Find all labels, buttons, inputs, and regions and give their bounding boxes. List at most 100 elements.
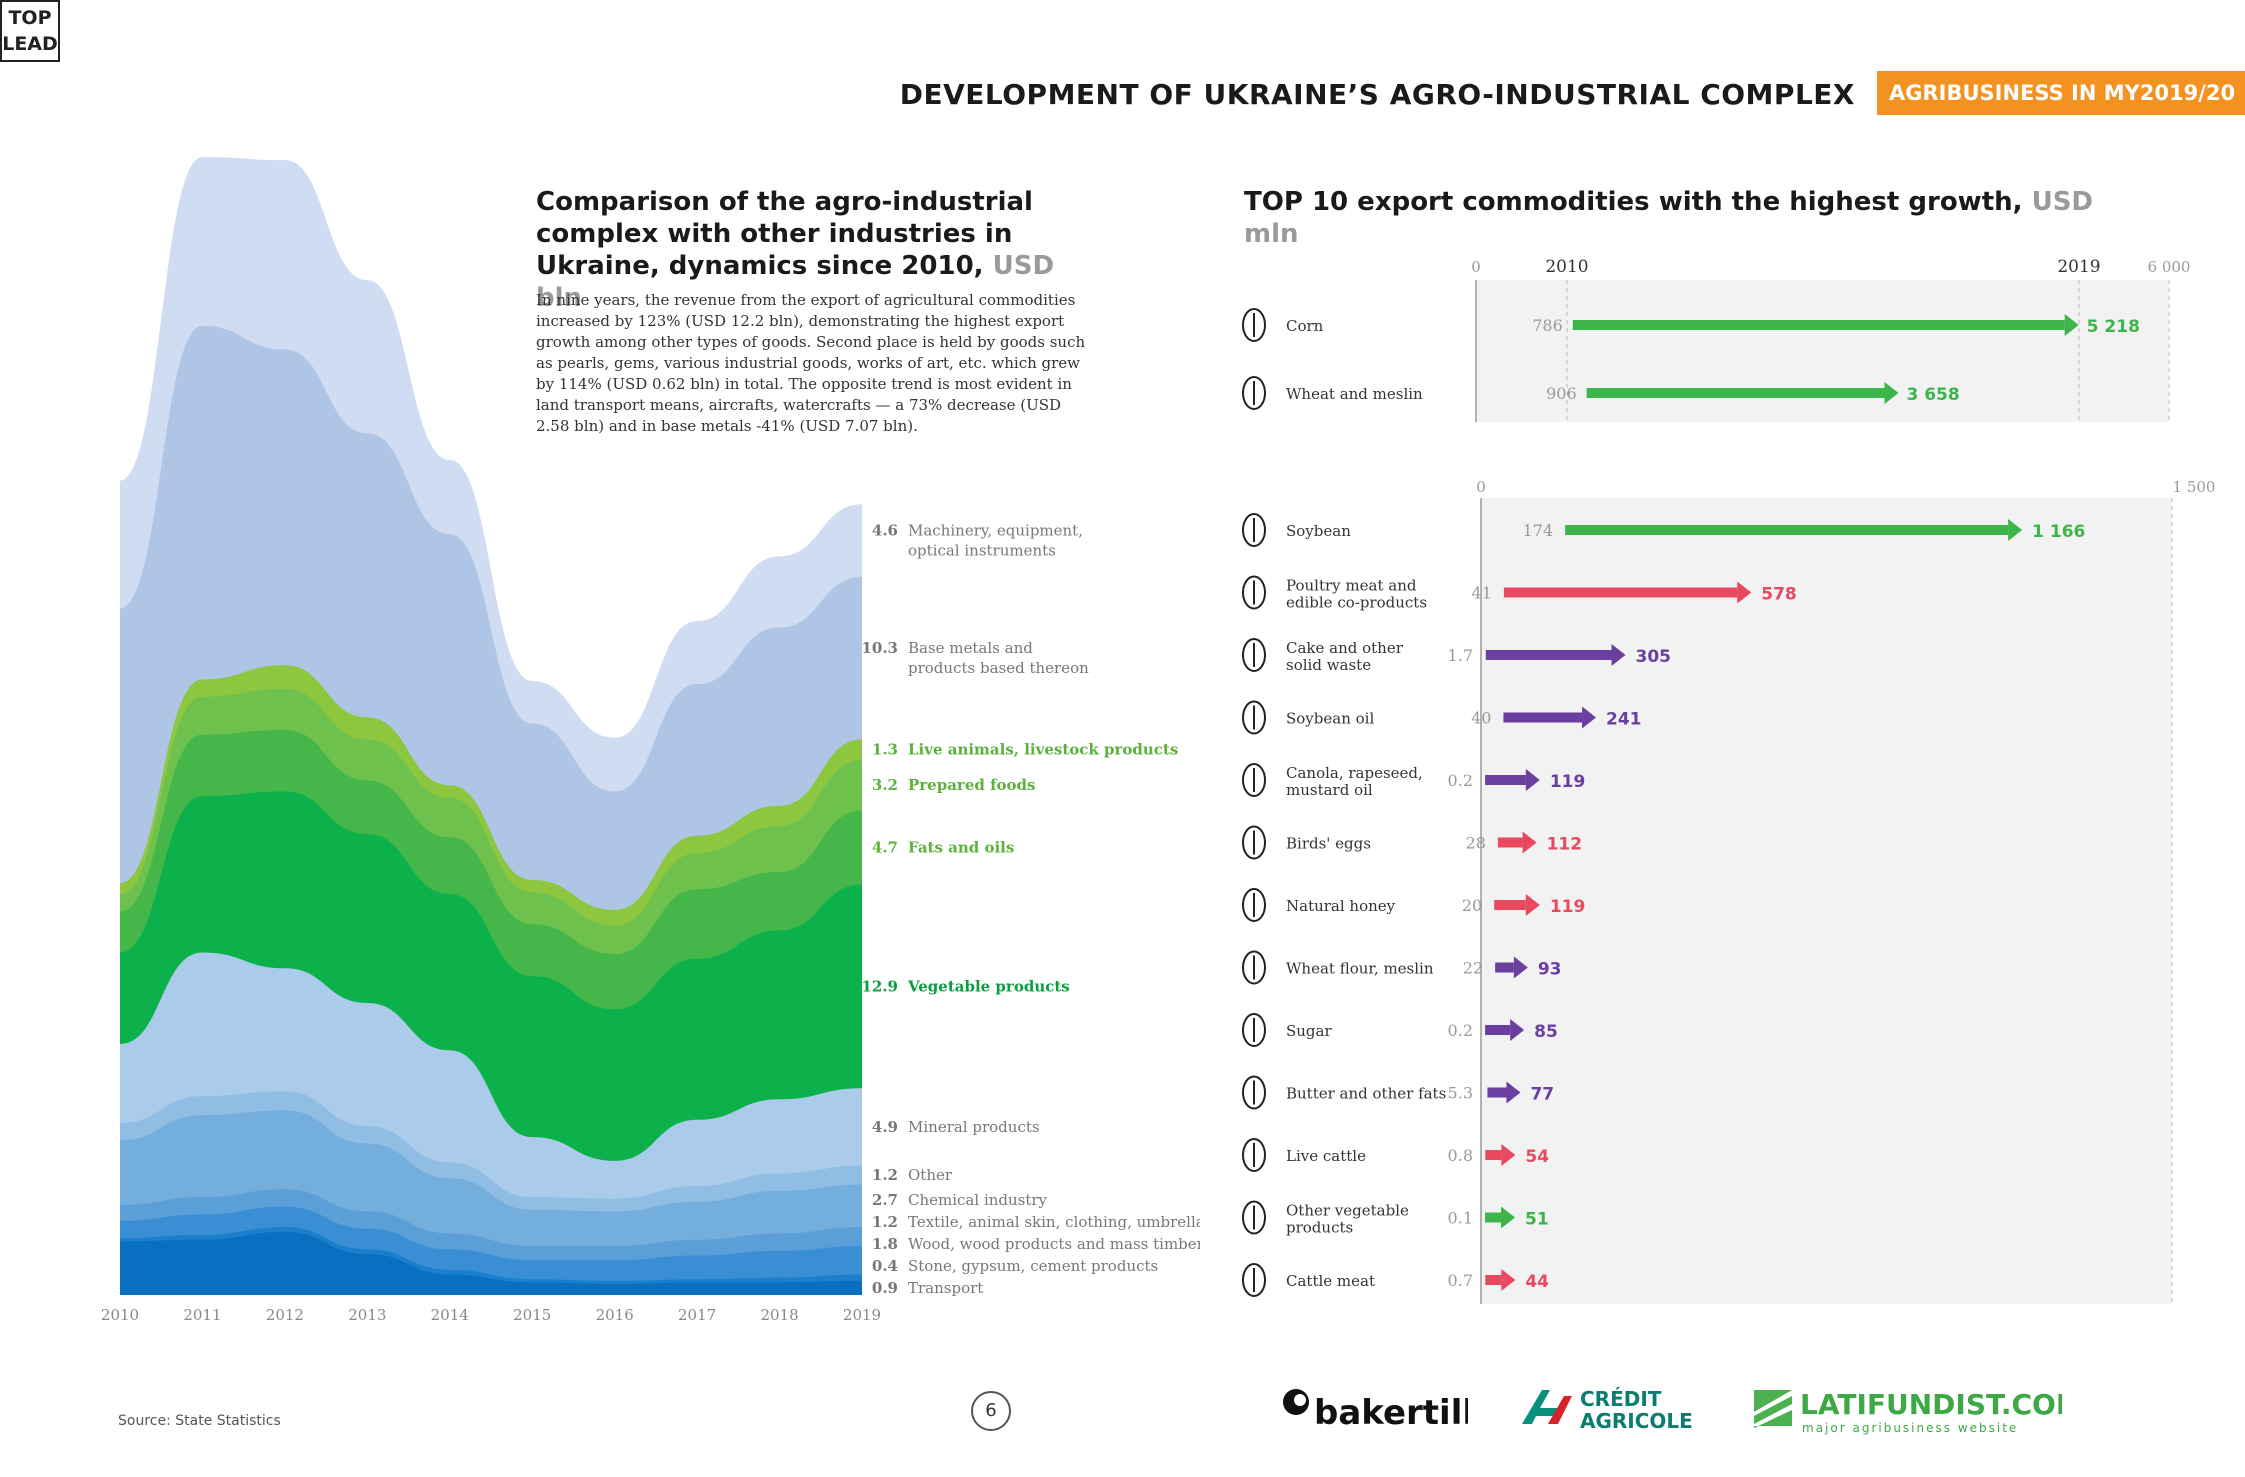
top-category-label: Corn (1286, 317, 1324, 335)
bottom-value-2010: 28 (1466, 834, 1486, 853)
area-series-value-label: 1.2 (872, 1166, 898, 1184)
page-title: DEVELOPMENT OF UKRAINE’S AGRO-INDUSTRIAL… (899, 78, 1855, 111)
bottom-value-2010: 40 (1471, 709, 1491, 728)
egg-icon (1242, 825, 1266, 860)
bottom-category-label: Sugar (1286, 1022, 1332, 1040)
area-series-name-label: Machinery, equipment, (908, 522, 1083, 540)
source-note: Source: State Statistics (118, 1413, 281, 1429)
bottom-bar-arrow (1497, 831, 1537, 854)
bottom-value-2010: 22 (1463, 959, 1483, 978)
bottom-category-label: Other vegetable (1286, 1202, 1409, 1220)
bottom-value-2010: 41 (1472, 584, 1492, 603)
bottom-value-2010: 0.2 (1448, 1021, 1473, 1040)
bottom-category-label: Wheat flour, meslin (1286, 960, 1434, 978)
top-value-2019: 3 658 (1906, 385, 1959, 405)
toplead-line1: TOP (8, 7, 52, 29)
bottom-value-2010: 20 (1462, 896, 1482, 915)
area-series-name-label: Wood, wood products and mass timber (908, 1235, 1200, 1253)
bottom-value-2019: 1 166 (2032, 522, 2085, 542)
butter-icon (1242, 1075, 1266, 1110)
bottom-bar-arrow (1487, 1081, 1521, 1104)
area-x-tick-label: 2012 (266, 1306, 304, 1324)
area-series-name-label: optical instruments (908, 542, 1056, 560)
credit-agricole-line1: CRÉDIT (1580, 1387, 1662, 1411)
bottom-bar-arrow (1485, 769, 1540, 791)
top-chart-year-2019: 2019 (2057, 257, 2100, 277)
bottom-category-label: Soybean (1286, 522, 1351, 540)
bottom-category-label: solid waste (1286, 656, 1371, 674)
area-x-tick-label: 2017 (678, 1306, 716, 1324)
plant-icon (1242, 1200, 1266, 1235)
bottom-category-label: Birds' eggs (1286, 835, 1371, 853)
area-series-value-label: 10.3 (861, 639, 898, 657)
area-x-tick-label: 2013 (348, 1306, 386, 1324)
bottom-chart-background (1481, 498, 2172, 1304)
area-series-name-label: Fats and oils (908, 839, 1014, 857)
right-chart-title-unit: USD mln (1244, 187, 2093, 249)
right-chart-title: TOP 10 export commodities with the highe… (1244, 186, 2144, 250)
area-series-value-label: 0.9 (872, 1279, 898, 1297)
bottom-bar-arrow (1485, 1144, 1516, 1166)
area-series-value-label: 1.8 (872, 1235, 898, 1253)
left-chart-description: In nine years, the revenue from the expo… (536, 291, 1086, 435)
wheat-icon (1242, 376, 1266, 410)
bottom-value-2019: 119 (1550, 897, 1586, 917)
bottom-bar-arrow (1485, 644, 1626, 666)
bottom-value-2019: 241 (1606, 710, 1642, 730)
area-series-value-label: 4.7 (872, 839, 898, 857)
latifundist-logo-sub: major agribusiness website (1802, 1421, 2018, 1435)
area-series-name-label: Prepared foods (908, 776, 1036, 794)
bottom-category-label: Cattle meat (1286, 1272, 1375, 1290)
area-x-tick-label: 2010 (101, 1306, 139, 1324)
left-chart-title: Comparison of the agro-industrial comple… (536, 186, 1096, 314)
area-x-tick-label: 2011 (183, 1306, 221, 1324)
oil-drop-icon (1242, 763, 1266, 797)
area-series-name-label: Base metals and (908, 639, 1033, 657)
bottom-bar-arrow (1485, 1206, 1516, 1229)
area-series-value-label: 0.4 (872, 1257, 898, 1275)
corn-icon (1242, 308, 1266, 342)
area-series-name-label: Chemical industry (908, 1191, 1048, 1209)
stacked-area-chart: 2010 2011 2012 2013 2014 2015 2016 2017 2018 2019… (101, 157, 1200, 1324)
bee-icon (1242, 888, 1266, 922)
bottom-value-2010: 5.3 (1448, 1084, 1473, 1103)
credit-agricole-line2: AGRICOLE (1580, 1409, 1693, 1433)
credit-agricole-logo: CRÉDIT AGRICOLE (1522, 1387, 1693, 1433)
bottom-value-2019: 54 (1525, 1147, 1549, 1167)
area-x-tick-label: 2019 (843, 1306, 881, 1324)
bottom-value-2019: 77 (1530, 1085, 1554, 1105)
bottom-category-label: products (1286, 1219, 1353, 1237)
sack-icon (1242, 638, 1266, 672)
bottom-bar-arrow (1495, 956, 1528, 979)
area-series-value-label: 3.2 (872, 776, 898, 794)
bakertilly-logo: bakertilly (1283, 1389, 1468, 1433)
bottom-value-2019: 85 (1534, 1022, 1558, 1042)
bottom-value-2019: 51 (1525, 1210, 1549, 1230)
section-badge: AGRIBUSINESS IN MY2019/20 (1877, 71, 2245, 115)
bottom-category-label: edible co-products (1286, 594, 1427, 612)
bottom-category-label: Poultry meat and (1286, 577, 1417, 595)
bottom-category-label: Cake and other (1286, 639, 1404, 657)
oil-drop-icon (1242, 700, 1266, 735)
bottom-bar-arrow (1485, 1019, 1525, 1041)
bottom-category-label: Natural honey (1286, 897, 1396, 915)
area-series-value-label: 4.6 (872, 522, 898, 540)
top-bar-arrow (1572, 314, 2079, 336)
flour-bag-icon (1242, 950, 1266, 985)
area-x-tick-label: 2014 (431, 1306, 469, 1324)
left-chart-title-main: Comparison of the agro-industrial comple… (536, 187, 1033, 281)
area-x-tick-label: 2016 (596, 1306, 634, 1324)
top-value-2010: 786 (1532, 316, 1563, 335)
bottom-value-2010: 0.2 (1448, 771, 1473, 790)
bottom-bar-arrow (1503, 581, 1752, 604)
bottom-category-label: Butter and other fats (1286, 1085, 1446, 1103)
steak-icon (1242, 1263, 1266, 1297)
area-series-name-label: products based thereon (908, 659, 1089, 677)
bottom-category-label: mustard oil (1286, 781, 1373, 799)
sugar-cube-icon (1242, 1013, 1266, 1047)
area-series-name-label: Mineral products (908, 1118, 1040, 1136)
bottom-value-2019: 93 (1538, 960, 1562, 980)
bottom-bar-arrow (1494, 894, 1540, 916)
bottom-value-2010: 174 (1523, 521, 1554, 540)
page-number: 6 (971, 1391, 1011, 1431)
